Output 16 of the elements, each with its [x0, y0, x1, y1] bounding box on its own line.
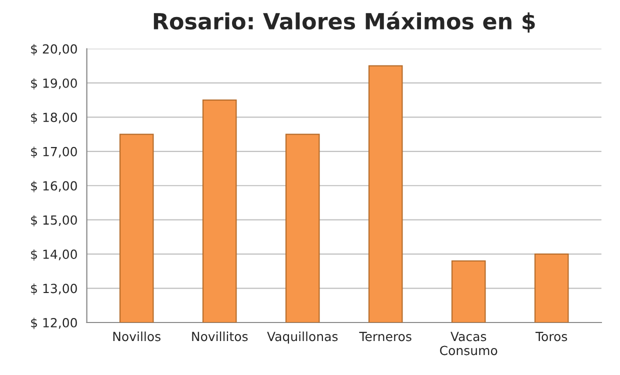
x-tick-label: Toros — [535, 332, 568, 342]
y-tick-label: $ 18,00 — [31, 112, 77, 124]
y-tick-label: $ 19,00 — [31, 78, 77, 90]
x-tick-label: Terneros — [359, 332, 412, 342]
y-tick-label: $ 12,00 — [31, 318, 77, 330]
y-tick-label: $ 13,00 — [31, 284, 77, 295]
y-tick-label: $ 16,00 — [31, 180, 77, 192]
y-tick-label: $ 20,00 — [31, 44, 77, 56]
y-tick-label: $ 15,00 — [31, 215, 77, 226]
y-tick-label: $ 14,00 — [31, 249, 77, 261]
chart-title: Rosario: Valores Máximos en $ — [154, 12, 535, 33]
x-tick-label: Novillos — [113, 332, 160, 342]
y-tick-label: $ 17,00 — [31, 146, 77, 158]
x-tick-label: Vaquillonas — [267, 332, 338, 344]
x-tick-label: Vacas Consumo — [440, 332, 498, 356]
x-tick-label: Novillitos — [192, 332, 248, 342]
